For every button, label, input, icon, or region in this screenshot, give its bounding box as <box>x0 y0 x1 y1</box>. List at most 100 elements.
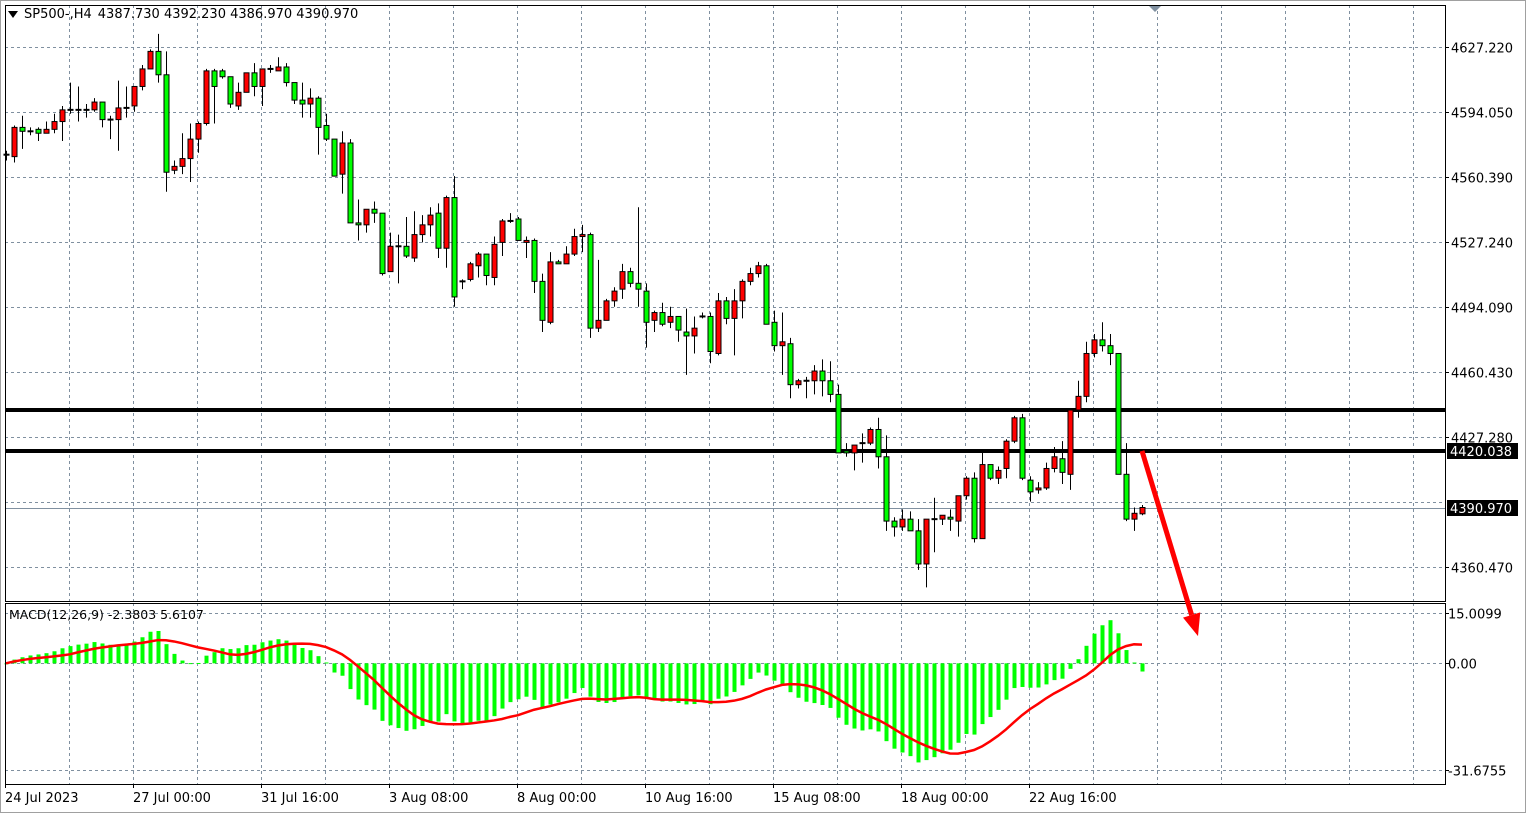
macd-histogram-bar <box>884 663 889 742</box>
macd-histogram-bar <box>972 663 977 735</box>
candle-body <box>915 530 922 565</box>
macd-histogram-bar <box>212 652 217 664</box>
candle-body <box>595 319 602 329</box>
candle <box>1123 443 1130 522</box>
candle-body <box>755 265 762 275</box>
candle <box>699 312 706 319</box>
candle <box>203 68 210 126</box>
macd-histogram-bar <box>780 663 785 684</box>
candle <box>667 306 674 329</box>
macd-histogram-bar <box>588 663 593 697</box>
candle <box>1035 482 1042 494</box>
candle-body <box>1139 507 1146 515</box>
macd-histogram-bar <box>252 644 257 664</box>
candle-body <box>427 214 434 226</box>
macd-histogram-bar <box>828 663 833 708</box>
candle-body <box>387 245 394 273</box>
macd-histogram-bar <box>572 663 577 694</box>
candle-body <box>1035 487 1042 491</box>
macd-histogram-bar <box>268 640 273 664</box>
candle-body <box>339 142 346 175</box>
macd-histogram-bar <box>852 663 857 729</box>
candle-body <box>971 477 978 540</box>
candle <box>443 195 450 268</box>
candle <box>987 464 994 481</box>
candle <box>131 85 138 112</box>
macd-histogram-bar <box>340 663 345 676</box>
candle <box>843 443 850 457</box>
candle-body <box>451 197 458 298</box>
macd-histogram-bar <box>532 663 537 700</box>
time-axis-label: 10 Aug 16:00 <box>645 791 733 806</box>
candle-body <box>435 212 442 249</box>
macd-histogram-bar <box>204 655 209 664</box>
candle-body <box>1027 479 1034 493</box>
candle-body <box>243 72 250 93</box>
candle <box>827 361 834 403</box>
candle-body <box>1051 456 1058 469</box>
macd-histogram-bar <box>740 663 745 686</box>
candle-body <box>1083 352 1090 397</box>
macd-histogram-bar <box>260 642 265 664</box>
macd-histogram-bar <box>1108 620 1113 664</box>
candle-body <box>139 68 146 87</box>
candle <box>83 104 90 118</box>
candle-body <box>275 66 282 72</box>
macd-histogram-bar <box>716 663 721 699</box>
macd-histogram-bar <box>292 644 297 664</box>
candle-body <box>795 380 802 386</box>
candle-body <box>259 68 266 87</box>
macd-histogram-bar <box>220 648 225 664</box>
macd-histogram-bar <box>332 663 337 673</box>
candle <box>1139 505 1146 516</box>
macd-histogram-bar <box>908 663 913 757</box>
macd-histogram-bar <box>556 663 561 703</box>
macd-histogram-bar <box>316 656 321 664</box>
macd-histogram-bar <box>796 663 801 698</box>
candle <box>75 86 82 122</box>
candle-body <box>715 300 722 354</box>
candle <box>1027 476 1034 502</box>
candle <box>979 452 986 540</box>
candle-body <box>379 212 386 275</box>
candle-body <box>475 253 482 267</box>
arrow-annotation-head-icon <box>1183 612 1201 637</box>
candle <box>915 519 922 570</box>
candle <box>19 115 26 149</box>
macd-histogram-bar <box>324 662 329 664</box>
candle-body <box>1131 512 1138 520</box>
candle-body <box>211 70 218 87</box>
candle <box>963 476 970 500</box>
candle <box>939 514 946 525</box>
candle-body <box>1099 339 1106 347</box>
candle-body <box>203 70 210 124</box>
candle-body <box>1067 409 1074 475</box>
candle-body <box>603 300 610 321</box>
candle-body <box>403 245 410 257</box>
candle-body <box>523 239 530 243</box>
macd-histogram-bar <box>84 643 89 664</box>
macd-histogram-bar <box>1028 663 1033 688</box>
candle-body <box>787 343 794 386</box>
macd-histogram-bar <box>620 663 625 699</box>
candle <box>747 267 754 286</box>
candle <box>1051 447 1058 473</box>
dropdown-triangle-icon[interactable] <box>8 11 18 18</box>
macd-histogram-bar <box>348 663 353 690</box>
candle <box>395 234 402 284</box>
macd-histogram-bar <box>836 663 841 718</box>
candle <box>899 509 906 531</box>
candle <box>43 121 50 134</box>
candle <box>547 252 554 325</box>
candle <box>563 246 570 265</box>
candle <box>619 263 626 299</box>
time-axis-label: 24 Jul 2023 <box>5 791 79 806</box>
candle-body <box>323 124 330 140</box>
candle <box>971 472 978 543</box>
candle-body <box>147 50 154 70</box>
candle-body <box>163 74 170 173</box>
candle <box>219 68 226 79</box>
macd-histogram-bar <box>180 660 185 664</box>
macd-histogram-bar <box>452 663 457 722</box>
